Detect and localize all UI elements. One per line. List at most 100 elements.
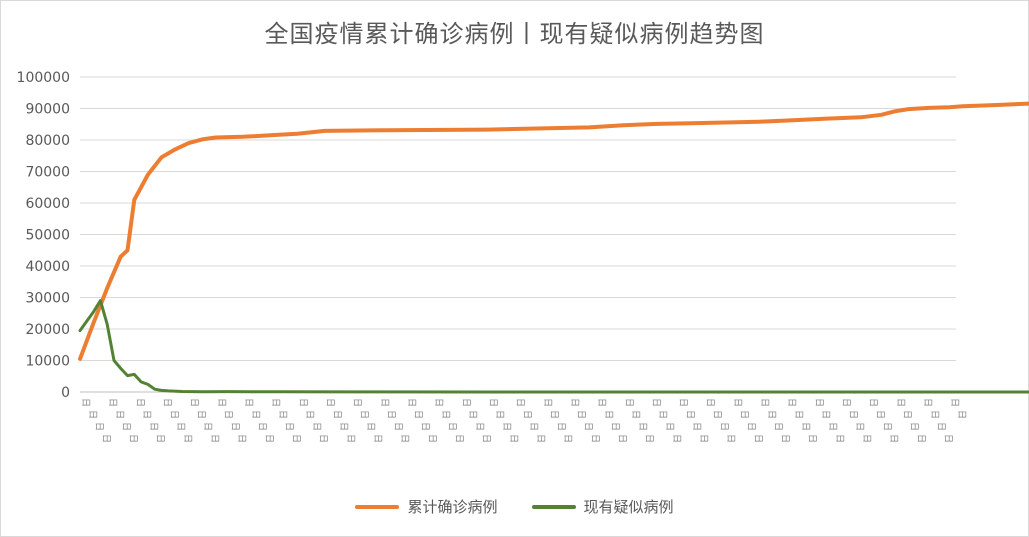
legend-swatch-confirmed <box>355 504 400 509</box>
x-tick-label: 日 <box>372 434 383 443</box>
x-tick-label: 日 <box>542 398 553 407</box>
x-tick-label: 日 <box>114 410 125 419</box>
x-tick-label: 日 <box>406 398 417 407</box>
x-tick-label: 日 <box>365 422 376 431</box>
x-tick-label: 日 <box>413 410 424 419</box>
x-tick-label: 日 <box>691 422 702 431</box>
x-tick-label: 日 <box>209 434 220 443</box>
x-tick-label: 日 <box>664 422 675 431</box>
x-tick-label: 日 <box>779 434 790 443</box>
x-tick-label: 日 <box>929 410 940 419</box>
x-tick-label: 日 <box>318 434 329 443</box>
x-tick-label: 日 <box>786 398 797 407</box>
legend-label-confirmed: 累计确诊病例 <box>407 498 498 516</box>
x-tick-label: 日 <box>508 434 519 443</box>
x-tick-label: 日 <box>908 422 919 431</box>
x-tick-label: 日 <box>705 398 716 407</box>
x-tick-label: 日 <box>881 422 892 431</box>
x-tick-label: 日 <box>304 410 315 419</box>
x-tick-label: 日 <box>338 422 349 431</box>
x-tick-label: 日 <box>481 434 492 443</box>
x-tick-label: 日 <box>223 410 234 419</box>
x-tick-label: 日 <box>820 410 831 419</box>
x-tick-label: 日 <box>182 434 193 443</box>
x-tick-label: 日 <box>942 434 953 443</box>
x-tick-label: 日 <box>936 422 947 431</box>
x-tick-label: 日 <box>841 398 852 407</box>
x-tick-label: 日 <box>657 410 668 419</box>
x-tick-label: 日 <box>684 410 695 419</box>
x-tick-label: 日 <box>311 422 322 431</box>
x-tick-label: 日 <box>297 398 308 407</box>
x-tick-label: 日 <box>250 410 261 419</box>
legend-swatch-suspected <box>531 504 576 509</box>
x-tick-label: 日 <box>148 422 159 431</box>
y-tick-label: 70000 <box>25 165 70 181</box>
x-tick-label: 日 <box>678 398 689 407</box>
y-axis-tick-labels: 0 10000 20000 30000 40000 50000 60000 70000 8000… <box>17 70 70 401</box>
y-tick-label: 20000 <box>25 322 70 338</box>
x-tick-label: 日 <box>610 422 621 431</box>
x-tick-label: 日 <box>583 422 594 431</box>
legend: 累计确诊病例 现有疑似病例 <box>0 496 1029 517</box>
chart-title: 全国疫情累计确诊病例丨现有疑似病例趋势图 <box>264 20 765 48</box>
x-tick-label: 日 <box>392 422 403 431</box>
y-tick-label: 0 <box>61 385 70 401</box>
x-tick-label: 日 <box>535 434 546 443</box>
x-tick-label: 日 <box>549 410 560 419</box>
x-tick-label: 日 <box>712 410 723 419</box>
x-tick-label: 日 <box>168 410 179 419</box>
x-tick-label: 日 <box>291 434 302 443</box>
x-tick-label: 日 <box>875 410 886 419</box>
x-tick-label: 日 <box>100 434 111 443</box>
x-tick-label: 日 <box>616 434 627 443</box>
x-tick-label: 日 <box>440 410 451 419</box>
x-tick-label: 日 <box>644 434 655 443</box>
x-tick-label: 日 <box>433 398 444 407</box>
x-tick-label: 日 <box>94 422 105 431</box>
x-tick-label: 日 <box>345 434 356 443</box>
x-tick-label: 日 <box>732 398 743 407</box>
x-tick-label: 日 <box>216 398 227 407</box>
x-tick-label: 日 <box>861 434 872 443</box>
x-tick-label: 日 <box>107 398 118 407</box>
y-tick-label: 40000 <box>25 259 70 275</box>
x-tick-label: 日 <box>426 434 437 443</box>
x-tick-label: 日 <box>813 398 824 407</box>
y-tick-label: 60000 <box>25 196 70 212</box>
x-tick-label: 日 <box>888 434 899 443</box>
x-tick-label: 日 <box>155 434 166 443</box>
y-tick-label: 30000 <box>25 291 70 307</box>
x-tick-label: 日 <box>956 410 967 419</box>
x-tick-label: 日 <box>773 422 784 431</box>
x-tick-label: 日 <box>895 398 906 407</box>
x-tick-label: 日 <box>630 410 641 419</box>
x-tick-label: 日 <box>847 410 858 419</box>
series-line-confirmed <box>78 101 1029 361</box>
x-tick-label: 日 <box>596 398 607 407</box>
x-tick-label: 日 <box>521 410 532 419</box>
x-tick-label: 日 <box>263 434 274 443</box>
x-tick-label: 日 <box>420 422 431 431</box>
x-tick-label: 日 <box>243 398 254 407</box>
x-tick-label: 日 <box>745 422 756 431</box>
y-tick-label: 90000 <box>25 102 70 118</box>
x-tick-label: 日 <box>128 434 139 443</box>
x-tick-label: 日 <box>759 398 770 407</box>
legend-label-suspected: 现有疑似病例 <box>583 498 674 516</box>
x-tick-label: 日 <box>270 398 281 407</box>
x-tick-label: 日 <box>195 410 206 419</box>
x-tick-label: 日 <box>555 422 566 431</box>
x-tick-label: 日 <box>236 434 247 443</box>
x-tick-label: 日 <box>739 410 750 419</box>
x-tick-label: 日 <box>134 398 145 407</box>
x-tick-label: 日 <box>807 434 818 443</box>
x-tick-label: 日 <box>671 434 682 443</box>
x-tick-label: 日 <box>358 410 369 419</box>
x-tick-label: 日 <box>386 410 397 419</box>
x-tick-label: 日 <box>399 434 410 443</box>
x-tick-label: 日 <box>501 422 512 431</box>
x-tick-label: 日 <box>229 422 240 431</box>
x-tick-label: 日 <box>766 410 777 419</box>
legend-item-suspected: 现有疑似病例 <box>531 496 674 517</box>
